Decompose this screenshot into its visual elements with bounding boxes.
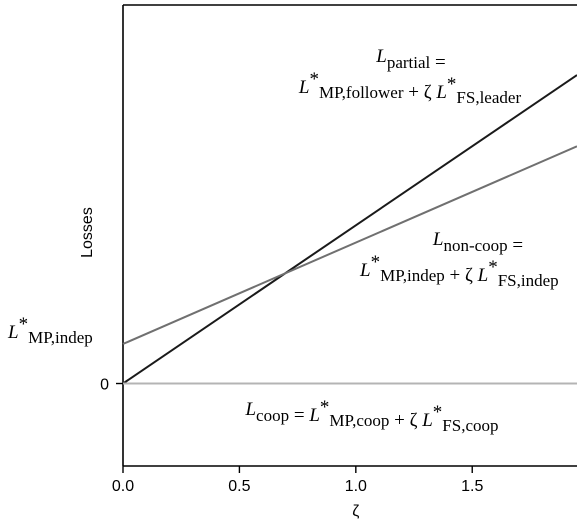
x-axis: 0.0 0.5 1.0 1.5 ζ xyxy=(112,465,577,520)
math-symbol: L xyxy=(477,265,489,286)
y-axis-title: Losses xyxy=(79,207,96,258)
math-operator: + ζ xyxy=(389,410,422,431)
math-subscript: FS,coop xyxy=(442,416,498,435)
x-tick-label: 1.0 xyxy=(345,478,367,495)
math-symbol: L xyxy=(308,405,320,426)
math-subscript: coop xyxy=(256,406,289,425)
math-operator: = xyxy=(289,405,309,426)
math-symbol: L xyxy=(435,82,447,103)
math-operator: + ζ xyxy=(445,265,478,286)
math-superscript: * xyxy=(433,402,443,423)
y-axis: 0 L*MP,indep Losses xyxy=(7,5,124,466)
math-subscript: FS,indep xyxy=(498,271,559,290)
math-subscript: partial xyxy=(387,53,431,72)
annotation-partial-line1: Lpartial = xyxy=(375,46,445,73)
math-superscript: * xyxy=(320,397,330,418)
x-tick-label: 0.0 xyxy=(112,478,134,495)
math-symbol: L xyxy=(298,77,310,98)
math-operator: = xyxy=(430,52,445,73)
annotation-non-coop-line1: Lnon-coop = xyxy=(432,229,523,256)
x-axis-title: ζ xyxy=(352,503,359,520)
annotation-partial-line2: L*MP,follower + ζ L*FS,leader xyxy=(298,69,522,107)
math-subscript: FS,leader xyxy=(456,88,521,107)
math-operator: = xyxy=(508,235,523,256)
math-superscript: * xyxy=(309,69,319,90)
math-symbol: L xyxy=(244,399,256,420)
math-symbol: L xyxy=(359,260,371,281)
annotation-non-coop-line2: L*MP,indep + ζ L*FS,indep xyxy=(359,252,559,290)
math-symbol: L xyxy=(375,46,387,67)
math-symbol: L xyxy=(7,322,19,343)
labels-layer: Lpartial =L*MP,follower + ζ L*FS,leaderL… xyxy=(244,46,558,435)
x-tick-label: 1.5 xyxy=(461,478,483,495)
math-subscript: MP,coop xyxy=(329,411,389,430)
math-superscript: * xyxy=(19,314,29,335)
math-superscript: * xyxy=(488,257,498,278)
x-tick-label: 0.5 xyxy=(228,478,250,495)
math-subscript: MP,follower xyxy=(319,83,404,102)
math-operator: + ζ xyxy=(404,82,437,103)
math-superscript: * xyxy=(371,252,381,273)
math-subscript: MP,indep xyxy=(380,266,445,285)
math-symbol: L xyxy=(421,410,433,431)
math-subscript: MP,indep xyxy=(28,328,93,347)
math-superscript: * xyxy=(447,74,457,95)
series-line-partial xyxy=(122,74,577,385)
y-tick-label-l-mp-indep: L*MP,indep xyxy=(7,314,93,347)
math-subscript: non-coop xyxy=(443,236,507,255)
series-layer xyxy=(122,74,577,385)
math-symbol: L xyxy=(432,229,444,250)
annotation-coop: Lcoop = L*MP,coop + ζ L*FS,coop xyxy=(244,397,498,435)
series-line-non_coop xyxy=(122,145,577,345)
y-tick-label: 0 xyxy=(100,377,109,394)
